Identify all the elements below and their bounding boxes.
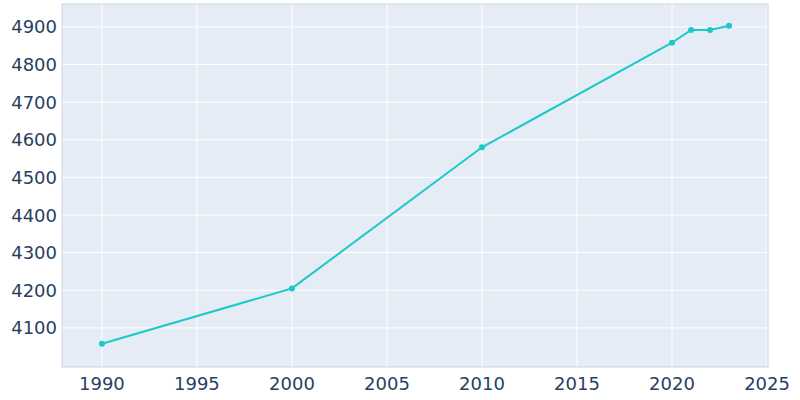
chart-container: 1990 1995 2000 2005 2010 2015 2020 2025 4100 4200… [0,0,800,400]
x-tick-label: 2005 [364,373,410,394]
y-grid-line [62,102,768,103]
x-tick-label: 2025 [744,373,790,394]
x-grid-line [672,4,673,367]
chart-svg: 1990 1995 2000 2005 2010 2015 2020 2025 4100 4200… [0,0,800,400]
x-tick-label: 2010 [459,373,505,394]
y-grid-line [62,64,768,65]
y-tick-label: 4500 [11,167,57,188]
plot-background [62,4,768,367]
x-grid-line [767,4,768,367]
y-grid-line [62,327,768,328]
y-tick-label: 4700 [11,92,57,113]
y-tick-label: 4900 [11,16,57,37]
y-grid-line [62,177,768,178]
marker [479,144,485,150]
line [102,26,729,344]
marker [289,285,295,291]
y-grid-line [62,26,768,27]
y-tick-label: 4800 [11,54,57,75]
y-tick-label: 4400 [11,205,57,226]
x-grid-line [291,4,292,367]
y-tick-label: 4200 [11,280,57,301]
x-tick-label: 2020 [649,373,695,394]
series-group [99,23,732,347]
plot-frame [62,4,768,367]
grid [62,4,768,367]
x-grid-line [386,4,387,367]
marker [669,40,675,46]
y-tick-label: 4100 [11,317,57,338]
x-tick-label: 2000 [269,373,315,394]
marker [688,27,694,33]
x-tick-label: 2015 [554,373,600,394]
y-tick-label: 4600 [11,129,57,150]
y-tick-label: 4300 [11,242,57,263]
y-grid-line [62,139,768,140]
y-grid-line [62,290,768,291]
y-grid-line [62,252,768,253]
y-grid-line [62,215,768,216]
x-grid-line [481,4,482,367]
x-tick-label: 1995 [174,373,220,394]
marker [707,27,713,33]
x-grid-line [577,4,578,367]
x-grid-line [196,4,197,367]
x-tick-label: 1990 [79,373,125,394]
marker [99,341,105,347]
marker [726,23,732,29]
x-grid-line [101,4,102,367]
